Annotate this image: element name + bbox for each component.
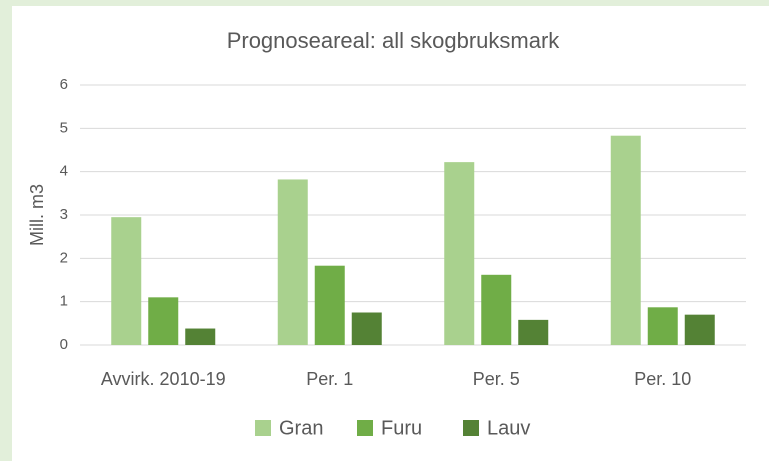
bar <box>148 297 179 345</box>
bar <box>277 179 308 345</box>
x-tick-label: Per. 10 <box>634 369 691 389</box>
y-tick-label: 4 <box>60 163 68 180</box>
legend-swatch <box>463 420 479 436</box>
bar <box>610 135 641 345</box>
y-tick-label: 0 <box>60 336 68 353</box>
x-tick-label: Per. 1 <box>306 369 353 389</box>
bar <box>481 274 512 345</box>
legend-label: Gran <box>279 417 323 439</box>
legend-swatch <box>255 420 271 436</box>
bar <box>314 265 345 345</box>
bar <box>647 307 678 345</box>
bar <box>444 162 475 345</box>
bar <box>518 319 549 345</box>
x-tick-label: Avvirk. 2010-19 <box>101 369 226 389</box>
legend-label: Lauv <box>487 417 530 439</box>
y-tick-label: 5 <box>60 119 68 136</box>
y-tick-label: 6 <box>60 76 68 93</box>
y-tick-label: 1 <box>60 293 68 310</box>
chart-title: Prognoseareal: all skogbruksmark <box>227 28 561 53</box>
bar <box>351 312 382 345</box>
bar <box>111 217 142 345</box>
bar <box>684 314 715 345</box>
y-tick-label: 3 <box>60 206 68 223</box>
legend-label: Furu <box>381 417 422 439</box>
legend-swatch <box>357 420 373 436</box>
y-axis-label: Mill. m3 <box>27 184 47 246</box>
y-tick-label: 2 <box>60 249 68 266</box>
bar <box>185 328 216 345</box>
x-tick-label: Per. 5 <box>473 369 520 389</box>
